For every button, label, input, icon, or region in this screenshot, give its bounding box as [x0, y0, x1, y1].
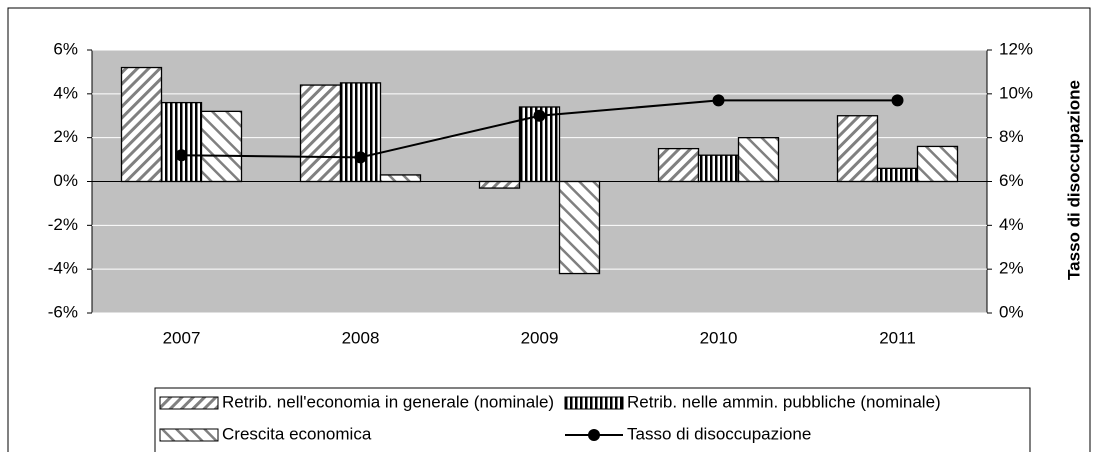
- bar: [160, 101, 203, 183]
- bar: [916, 145, 959, 183]
- bar: [200, 110, 243, 183]
- y2-tick-label: 12%: [999, 39, 1033, 58]
- legend-marker: [588, 429, 600, 441]
- legend-label: Retrib. nell'economia in generale (nomin…: [222, 392, 554, 411]
- x-tick-label: 2011: [879, 328, 916, 347]
- legend-label: Crescita economica: [222, 424, 372, 443]
- x-tick-label: 2007: [163, 328, 201, 347]
- y-tick-label: -4%: [48, 259, 78, 278]
- bar: [478, 180, 521, 189]
- y2-tick-label: 0%: [999, 302, 1024, 321]
- bar: [339, 82, 382, 183]
- y-tick-label: 6%: [53, 39, 78, 58]
- bar: [697, 154, 740, 183]
- y2-tick-label: 10%: [999, 83, 1033, 102]
- bar: [379, 174, 422, 183]
- bar: [299, 84, 342, 183]
- bar: [737, 137, 780, 183]
- y-tick-label: -2%: [48, 215, 78, 234]
- y2-tick-label: 6%: [999, 171, 1024, 190]
- legend-swatch: [564, 396, 624, 410]
- legend-label: Retrib. nelle ammin. pubbliche (nominale…: [627, 392, 941, 411]
- marker: [354, 151, 367, 164]
- x-tick-label: 2008: [342, 328, 380, 347]
- x-tick-label: 2010: [700, 328, 738, 347]
- y2-axis-title: Tasso di disoccupazione: [1064, 80, 1083, 280]
- y-tick-label: 0%: [53, 171, 78, 190]
- bar: [120, 66, 163, 183]
- y2-tick-label: 8%: [999, 127, 1024, 146]
- y2-tick-label: 4%: [999, 215, 1024, 234]
- legend-label: Tasso di disoccupazione: [627, 424, 811, 443]
- legend-swatch: [159, 396, 219, 410]
- bar: [657, 147, 700, 183]
- y2-tick-label: 2%: [999, 259, 1024, 278]
- legend-swatch: [159, 428, 219, 442]
- y-tick-label: 4%: [53, 83, 78, 102]
- bar: [836, 115, 879, 183]
- y-tick-label: -6%: [48, 302, 78, 321]
- x-tick-label: 2009: [521, 328, 559, 347]
- marker: [891, 94, 904, 107]
- marker: [533, 109, 546, 122]
- bar: [876, 167, 919, 183]
- bar: [558, 180, 601, 275]
- marker: [175, 149, 188, 162]
- y-tick-label: 2%: [53, 127, 78, 146]
- marker: [712, 94, 725, 107]
